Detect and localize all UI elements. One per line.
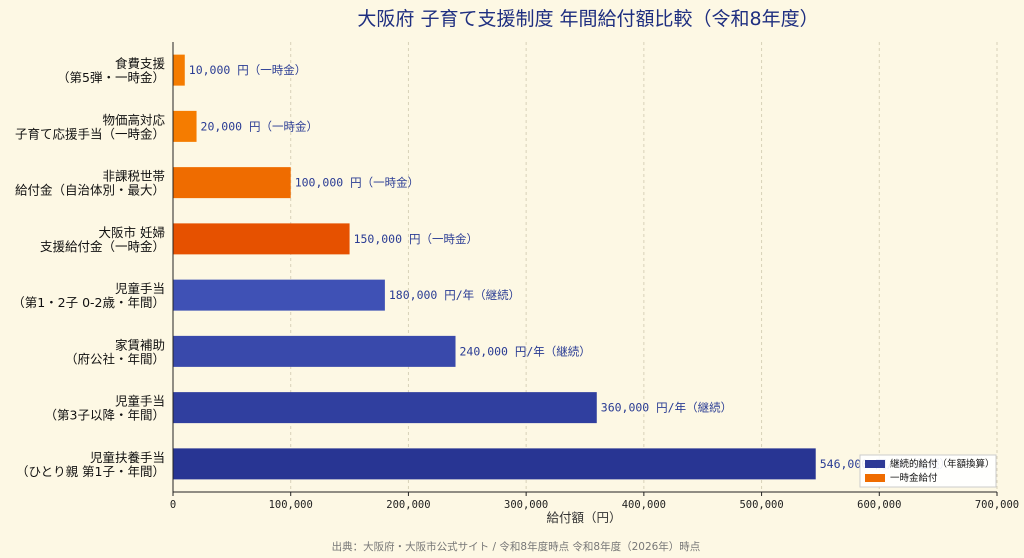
data-label: 240,000 円/年（継続） bbox=[460, 344, 591, 358]
bar bbox=[173, 54, 185, 86]
bar bbox=[173, 448, 816, 480]
x-tick-label: 200,000 bbox=[386, 499, 430, 511]
legend-swatch bbox=[865, 460, 885, 468]
x-axis-ticks: 0 100,000 200,000 300,000 400,000 500,000 600,… bbox=[170, 492, 1019, 511]
x-axis-label: 給付額（円） bbox=[546, 510, 621, 525]
legend-label: 継続的給付（年額換算） bbox=[890, 458, 995, 470]
bar bbox=[173, 223, 350, 255]
y-tick-label: 家賃補助 bbox=[115, 337, 165, 352]
data-label: 10,000 円（一時金） bbox=[189, 63, 306, 77]
y-tick-label: （府公社・年間） bbox=[65, 351, 165, 366]
bar bbox=[173, 110, 197, 142]
y-tick-label: 物価高対応 bbox=[102, 112, 165, 127]
x-tick-label: 300,000 bbox=[504, 499, 548, 511]
y-tick-label: （第1・2子 0-2歳・年間） bbox=[12, 295, 165, 310]
y-tick-label: 子育て応援手当（一時金） bbox=[15, 126, 165, 141]
y-tick-label: （第3子以降・年間） bbox=[45, 408, 165, 423]
bar bbox=[173, 392, 597, 424]
y-tick-label: 大阪市 妊婦 bbox=[99, 225, 165, 240]
x-tick-label: 700,000 bbox=[975, 499, 1019, 511]
y-tick-label: （ひとり親 第1子・年間） bbox=[16, 464, 165, 479]
legend-label: 一時金給付 bbox=[890, 472, 938, 484]
y-tick-label: 非課税世帯 bbox=[102, 169, 165, 184]
y-tick-label: 食費支援 bbox=[115, 56, 166, 71]
y-tick-label: 給付金（自治体別・最大） bbox=[15, 183, 165, 198]
data-label: 150,000 円（一時金） bbox=[354, 232, 478, 246]
x-tick-label: 400,000 bbox=[622, 499, 666, 511]
bars bbox=[173, 54, 816, 480]
y-tick-label: 支援給付金（一時金） bbox=[40, 239, 165, 254]
data-label: 360,000 円/年（継続） bbox=[601, 401, 732, 415]
legend: 継続的給付（年額換算） 一時金給付 bbox=[859, 454, 997, 488]
grid bbox=[290, 42, 998, 492]
x-tick-label: 0 bbox=[170, 499, 176, 511]
data-label: 20,000 円（一時金） bbox=[201, 119, 318, 133]
y-tick-label: （第5弾・一時金） bbox=[57, 70, 165, 85]
x-tick-label: 100,000 bbox=[269, 499, 313, 511]
data-label: 100,000 円（一時金） bbox=[295, 176, 419, 190]
bar bbox=[173, 167, 291, 199]
x-tick-label: 500,000 bbox=[739, 499, 783, 511]
legend-swatch bbox=[865, 474, 885, 482]
bar bbox=[173, 279, 385, 311]
x-tick-label: 600,000 bbox=[857, 499, 901, 511]
data-labels: 10,000 円（一時金） 20,000 円（一時金） 100,000 円（一時金）… bbox=[189, 63, 951, 471]
source-note: 出典：大阪府・大阪市公式サイト / 令和8年度時点 令和8年度（2026年）時点 bbox=[332, 540, 701, 553]
y-tick-label: 児童手当 bbox=[115, 281, 165, 296]
y-tick-label: 児童扶養手当 bbox=[90, 450, 165, 465]
data-label: 180,000 円/年（継続） bbox=[389, 288, 520, 302]
y-tick-label: 児童手当 bbox=[115, 394, 165, 409]
chart-title: 大阪府 子育て支援制度 年間給付額比較（令和8年度） bbox=[357, 8, 818, 30]
bar bbox=[173, 335, 456, 367]
